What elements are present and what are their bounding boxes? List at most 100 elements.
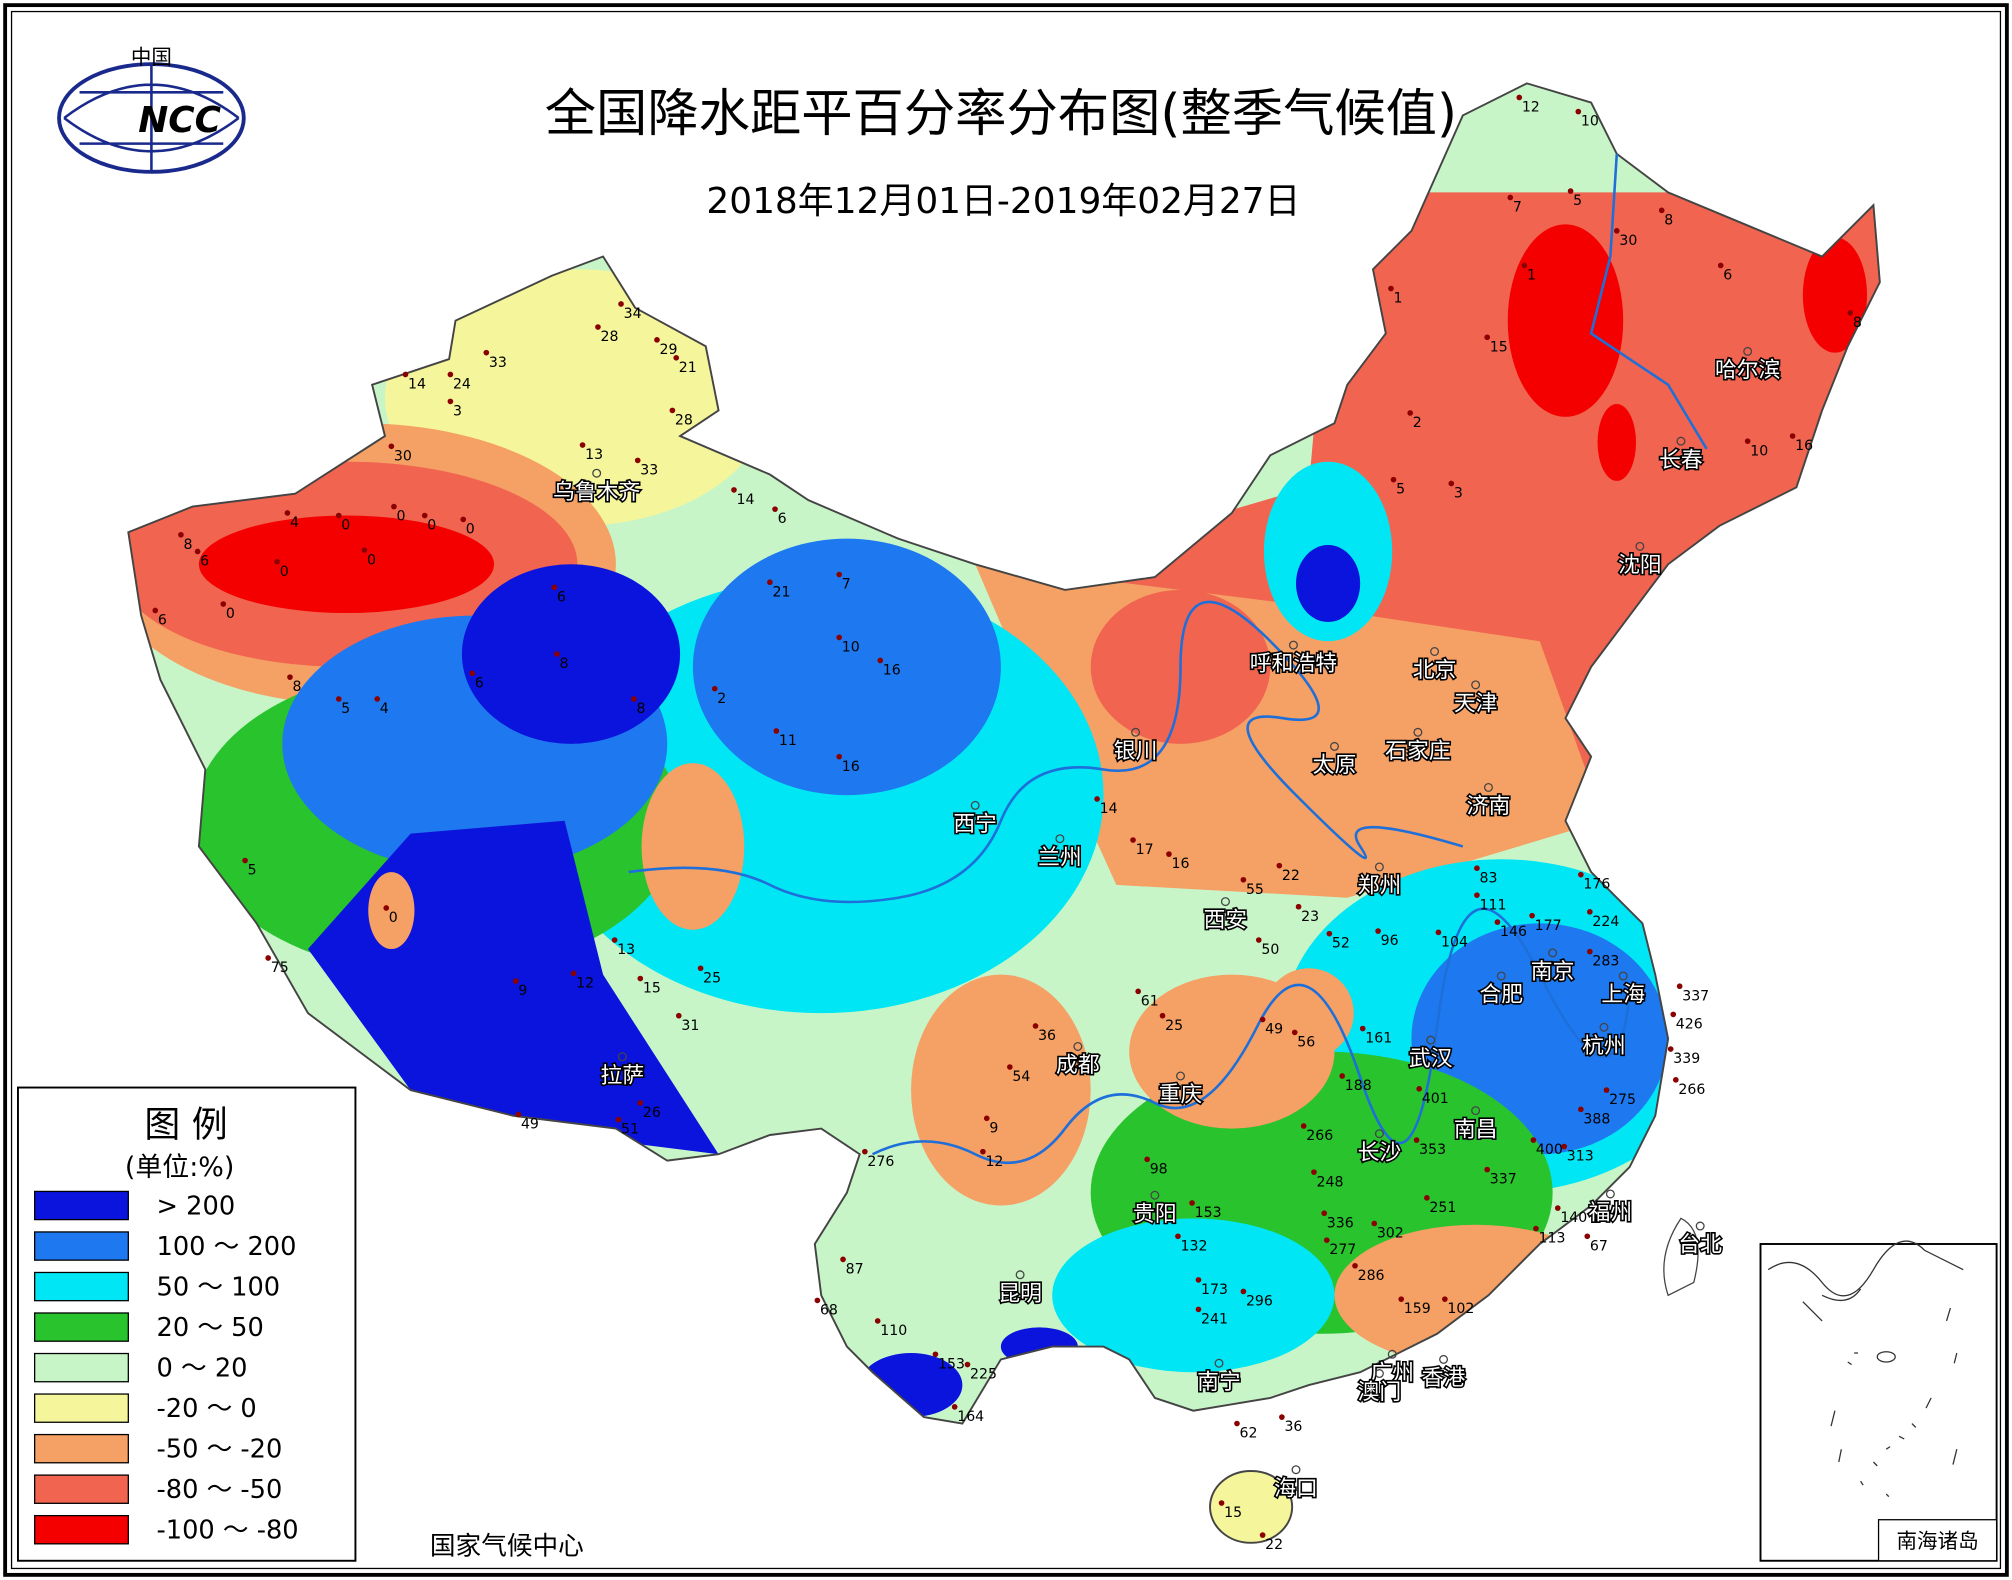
station-value: 33 (489, 355, 507, 371)
station-value: 6 (475, 675, 484, 691)
station-dot (1240, 876, 1247, 883)
station-dot (1390, 476, 1397, 483)
legend-label: -20 ～ 0 (157, 1394, 257, 1424)
station-dot (178, 531, 184, 538)
station-dot (220, 601, 227, 607)
station-value: 388 (1583, 1111, 1610, 1127)
station-dot (1413, 1137, 1420, 1143)
city-dot (1676, 436, 1686, 446)
station-dot (1323, 1237, 1330, 1243)
station-value: 224 (1592, 914, 1619, 930)
station-value: 12 (1522, 100, 1540, 116)
station-value: 277 (1329, 1242, 1356, 1258)
station-value: 15 (1224, 1505, 1242, 1521)
station-dot (284, 510, 291, 516)
station-dot (265, 955, 272, 961)
legend-swatch (34, 1474, 129, 1504)
station-dot (773, 728, 780, 734)
station-dot (515, 1111, 522, 1118)
legend-swatch (34, 1352, 129, 1383)
city-name: 济南 (1467, 794, 1511, 819)
city-name: 武汉 (1409, 1047, 1453, 1072)
station-dot (1789, 433, 1796, 439)
station-dot (1326, 930, 1333, 937)
station-value: 36 (1038, 1028, 1056, 1044)
station-dot (731, 487, 737, 493)
color-fill (128, 83, 1880, 1543)
station-dot (1474, 892, 1480, 898)
station-dot (1407, 410, 1414, 416)
station-value: 10 (1750, 443, 1768, 459)
station-value: 5 (248, 863, 257, 879)
station-dot (152, 607, 159, 614)
station-dot (595, 324, 601, 330)
station-dot (1494, 919, 1501, 925)
station-value: 6 (158, 613, 167, 629)
city-dot (1150, 1190, 1160, 1200)
city-name: 呼和浩特 (1250, 652, 1337, 677)
station-dot (1603, 1087, 1610, 1093)
station-value: 24 (453, 377, 471, 393)
station-value: 176 (1583, 877, 1610, 893)
legend-label: -100 ～ -80 (157, 1516, 299, 1546)
station-dot (1554, 1205, 1561, 1211)
station-dot (388, 443, 395, 450)
station-dot (1561, 1143, 1567, 1150)
station-dot (1352, 1262, 1358, 1269)
station-value: 16 (883, 663, 901, 679)
station-value: 225 (970, 1367, 997, 1383)
station-value: 12 (576, 976, 594, 992)
legend-items: > 200 100 ～ 200 50 ～ 100 20 ～ 50 0 ～ 20 -20 ～… (34, 1190, 299, 1546)
logo-mark: NCC (138, 100, 221, 141)
station-dot (634, 457, 641, 464)
station-dot (1474, 865, 1480, 872)
station-dot (1255, 937, 1262, 943)
station-dot (932, 1351, 939, 1358)
station-value: 337 (1490, 1172, 1517, 1188)
station-value: 177 (1535, 918, 1562, 934)
legend-title: 图 例 (144, 1104, 227, 1145)
station-dot (483, 349, 490, 356)
station-dot (964, 1361, 971, 1368)
station-value: 286 (1358, 1268, 1385, 1284)
station-dot (421, 512, 428, 519)
station-dot (615, 1116, 622, 1123)
station-dot (862, 1148, 868, 1155)
station-value: 6 (200, 554, 209, 570)
station-dot (287, 674, 293, 680)
city-name: 台北 (1678, 1233, 1722, 1258)
station-dot (840, 1256, 846, 1263)
station-dot (1094, 796, 1100, 802)
station-dot (1339, 1073, 1346, 1079)
legend-swatch (34, 1433, 129, 1464)
station-value: 8 (559, 656, 568, 672)
logo-top: 中国 (131, 45, 172, 69)
station-dot (1416, 1085, 1423, 1092)
station-dot (1516, 94, 1523, 101)
station-value: 25 (1165, 1018, 1183, 1034)
station-dot (1007, 1064, 1013, 1070)
station-dot (1259, 1016, 1266, 1023)
station-value: 62 (1240, 1426, 1258, 1442)
station-value: 276 (867, 1154, 894, 1170)
station-value: 188 (1345, 1078, 1372, 1094)
station-value: 296 (1246, 1294, 1273, 1310)
city-dot (1413, 727, 1423, 737)
city-name: 兰州 (1038, 845, 1082, 870)
city-dot (1291, 1465, 1301, 1475)
station-dot (631, 696, 637, 702)
station-value: 353 (1419, 1142, 1446, 1158)
station-value: 102 (1447, 1301, 1474, 1317)
station-value: 36 (1284, 1419, 1302, 1435)
station-value: 25 (703, 970, 721, 986)
station-value: 161 (1365, 1031, 1392, 1047)
station-value: 83 (1479, 870, 1497, 886)
station-value: 339 (1673, 1051, 1700, 1067)
station-dot (1166, 851, 1172, 857)
city-name: 长沙 (1358, 1140, 1402, 1165)
station-dot (772, 506, 778, 512)
station-dot (1672, 1077, 1679, 1083)
station-value: 0 (280, 564, 289, 580)
